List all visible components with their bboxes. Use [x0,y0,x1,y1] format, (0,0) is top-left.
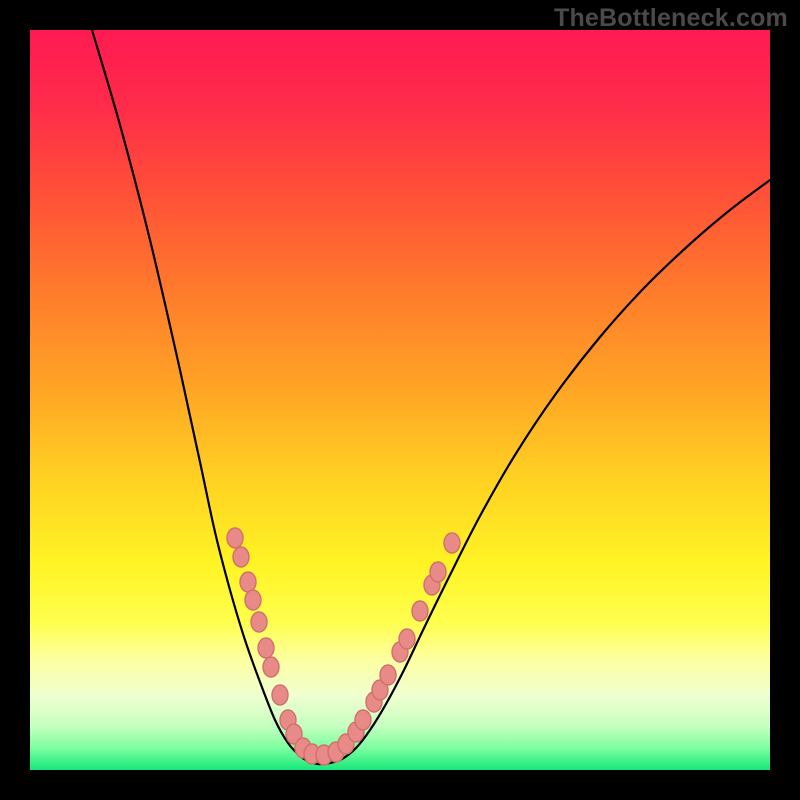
data-marker [227,528,243,548]
data-marker [233,547,249,567]
data-marker [245,590,261,610]
data-marker [272,685,288,705]
data-marker [380,665,396,685]
data-marker [258,638,274,658]
data-marker [355,710,371,730]
chart-svg [30,30,770,770]
data-marker [251,612,267,632]
data-marker [430,562,446,582]
data-marker [444,533,460,553]
plot-area [30,30,770,770]
watermark-text: TheBottleneck.com [554,4,788,33]
outer-frame: TheBottleneck.com [0,0,800,800]
data-marker [240,572,256,592]
data-marker [263,657,279,677]
data-marker [399,629,415,649]
data-marker [412,601,428,621]
